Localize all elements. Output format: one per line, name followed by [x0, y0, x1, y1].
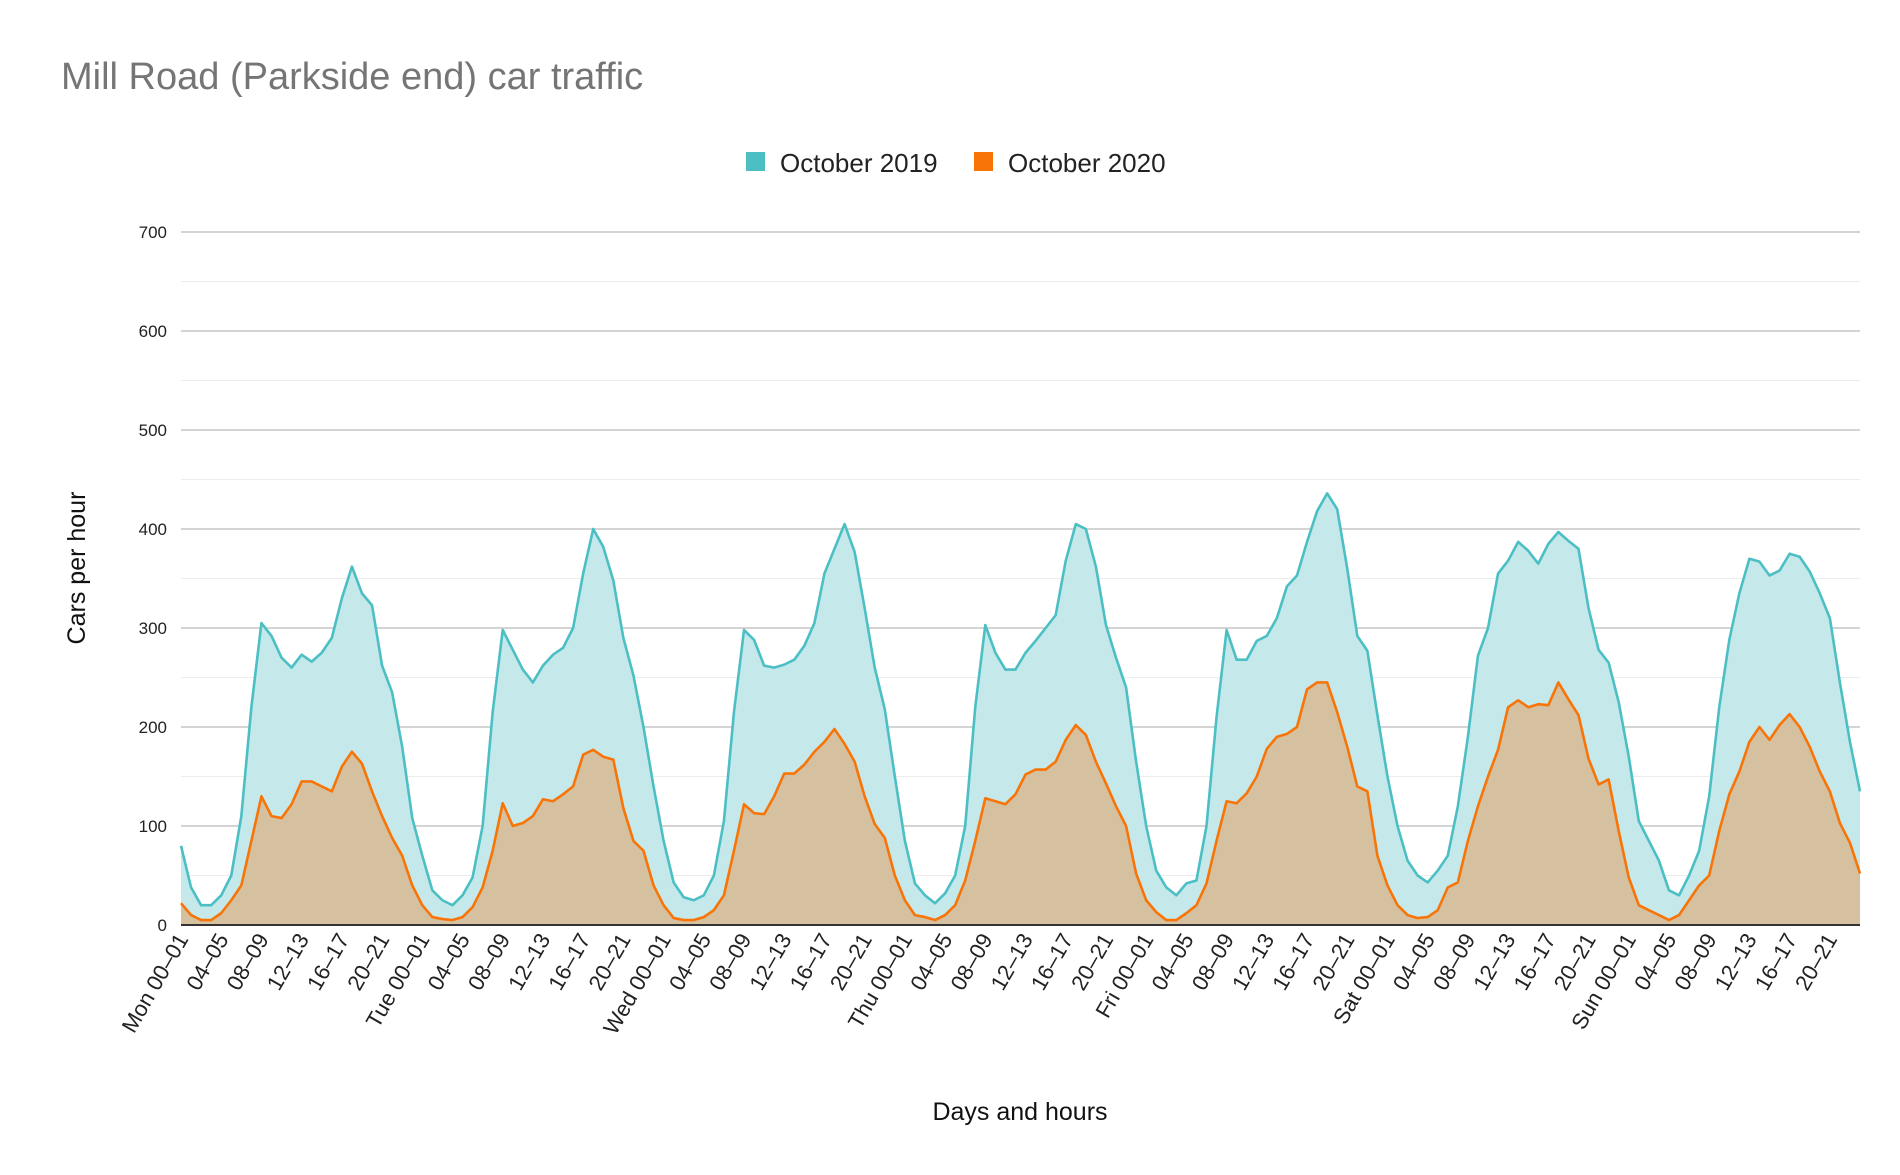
legend-label-series-1: October 2019 [780, 148, 938, 178]
y-tick-label: 0 [158, 916, 167, 935]
x-axis-title: Days and hours [932, 1098, 1107, 1126]
legend-label-series-2: October 2020 [1008, 148, 1166, 178]
y-tick-label: 500 [139, 421, 167, 440]
x-tick-label: 20–21 [1790, 929, 1842, 994]
legend-swatch-series-2 [974, 152, 993, 171]
chart-title: Mill Road (Parkside end) car traffic [61, 56, 644, 98]
y-tick-label: 200 [139, 718, 167, 737]
y-tick-label: 300 [139, 619, 167, 638]
line-series-1 [179, 492, 1862, 907]
y-tick-label: 100 [139, 817, 167, 836]
area-layer [181, 493, 1860, 925]
legend-swatch-series-1 [746, 152, 765, 171]
y-axis-title: Cars per hour [63, 492, 91, 645]
y-tick-label: 700 [139, 223, 167, 242]
y-tick-label: 600 [139, 322, 167, 341]
legend: October 2019 October 2020 [746, 148, 1166, 178]
line-series-2 [180, 681, 1862, 922]
y-tick-label: 400 [139, 520, 167, 539]
line-layer [179, 492, 1862, 922]
area-series-2 [181, 682, 1860, 925]
y-tick-labels: 0 100 200 300 400 500 600 700 [139, 223, 167, 935]
